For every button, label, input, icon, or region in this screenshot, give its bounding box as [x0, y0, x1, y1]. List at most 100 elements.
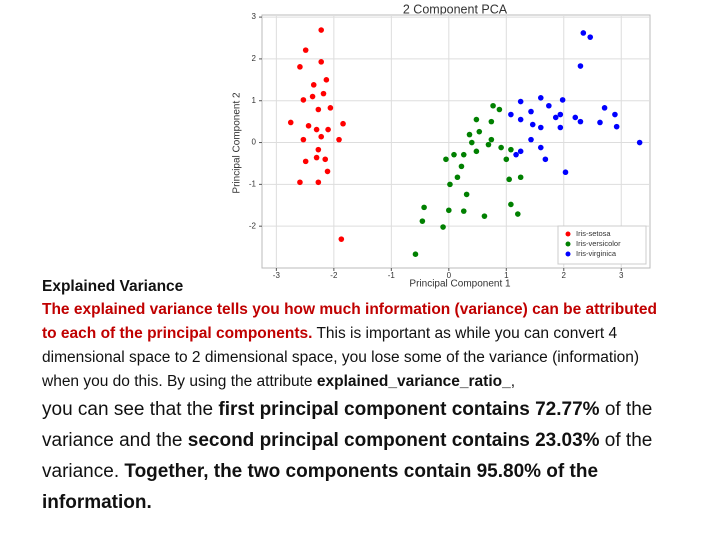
point [496, 106, 503, 113]
text-run: explained_variance_ratio_ [316, 373, 511, 390]
legend-box [557, 225, 647, 265]
point [460, 151, 467, 158]
point [446, 207, 452, 214]
paragraph: The explained variance tells you how muc… [42, 298, 662, 394]
point [451, 151, 457, 158]
point [302, 47, 309, 53]
point [300, 97, 307, 103]
point [421, 204, 427, 211]
point [488, 118, 495, 125]
point [469, 139, 475, 146]
x-tick-label: -1 [388, 271, 396, 280]
point [490, 102, 496, 109]
point [577, 118, 584, 125]
point [517, 148, 524, 155]
point [481, 213, 488, 219]
point [320, 90, 327, 97]
point [300, 136, 307, 143]
point [466, 131, 473, 138]
y-tick-label: 0 [252, 138, 257, 147]
point [336, 136, 342, 143]
point [528, 108, 534, 115]
point [458, 163, 465, 170]
legend-label: Iris-virginica [576, 249, 617, 258]
x-tick-label: 1 [504, 271, 509, 280]
y-tick-label: -1 [249, 179, 257, 188]
point [315, 106, 322, 113]
point [508, 146, 514, 153]
point [597, 119, 603, 126]
x-tick-label: -2 [330, 271, 338, 280]
point [503, 156, 510, 163]
text-block: Explained Variance The explained varianc… [42, 276, 682, 518]
point [537, 124, 544, 131]
y-tick-label: 2 [252, 54, 257, 63]
point [297, 64, 303, 70]
point [463, 191, 470, 198]
point [562, 169, 569, 176]
text-run: Together, the two components contain 95.… [42, 461, 599, 513]
y-axis-label: Principal Component 2 [232, 92, 243, 194]
point [577, 63, 584, 69]
point [323, 77, 330, 83]
point [447, 181, 453, 188]
x-tick-label: 0 [447, 271, 452, 280]
point [613, 123, 620, 130]
point [557, 111, 564, 118]
point [498, 144, 504, 151]
y-tick-label: -2 [249, 221, 257, 230]
point [508, 201, 514, 208]
legend-marker [565, 241, 571, 247]
point [514, 211, 521, 217]
point [517, 116, 524, 123]
y-tick-label: 3 [252, 12, 257, 21]
point [612, 111, 618, 118]
point [412, 251, 419, 257]
point [587, 34, 594, 40]
point [318, 59, 325, 65]
point [559, 97, 566, 103]
text-run: of the variance. [42, 430, 653, 482]
point [313, 154, 320, 161]
y-tick-label: 1 [252, 96, 257, 105]
point [287, 119, 294, 126]
point [537, 95, 544, 101]
point [460, 208, 467, 214]
legend-marker [565, 231, 571, 237]
text-run: This is important as while you can conve… [42, 325, 640, 390]
x-tick-label: 2 [562, 271, 567, 280]
point [528, 136, 534, 143]
x-tick-label: -3 [273, 271, 281, 280]
point [440, 224, 446, 230]
point [340, 120, 346, 127]
legend-label: Iris-versicolor [576, 239, 621, 248]
heading: Explained Variance [42, 278, 184, 295]
text-run: The explained variance tells you how muc… [42, 301, 657, 342]
point [325, 126, 331, 133]
point [309, 93, 316, 100]
point [322, 156, 329, 163]
text-run: , [510, 373, 516, 390]
point [327, 105, 334, 111]
point [537, 144, 544, 151]
point [488, 136, 495, 143]
text-run: second principal component contains 23.0… [187, 430, 600, 451]
point [552, 114, 559, 121]
point [305, 123, 312, 129]
point [310, 82, 317, 88]
point [315, 179, 322, 186]
point [529, 121, 536, 128]
point [443, 156, 449, 163]
point [485, 141, 492, 148]
point [513, 151, 519, 158]
point [636, 139, 643, 146]
point [419, 218, 426, 224]
text-run: of the variance and the [42, 399, 653, 451]
point [508, 111, 514, 118]
chart-title: 2 Component PCA [403, 2, 508, 16]
point [338, 236, 345, 242]
x-tick-label: 3 [619, 271, 624, 280]
point [473, 116, 480, 123]
point [517, 98, 524, 105]
